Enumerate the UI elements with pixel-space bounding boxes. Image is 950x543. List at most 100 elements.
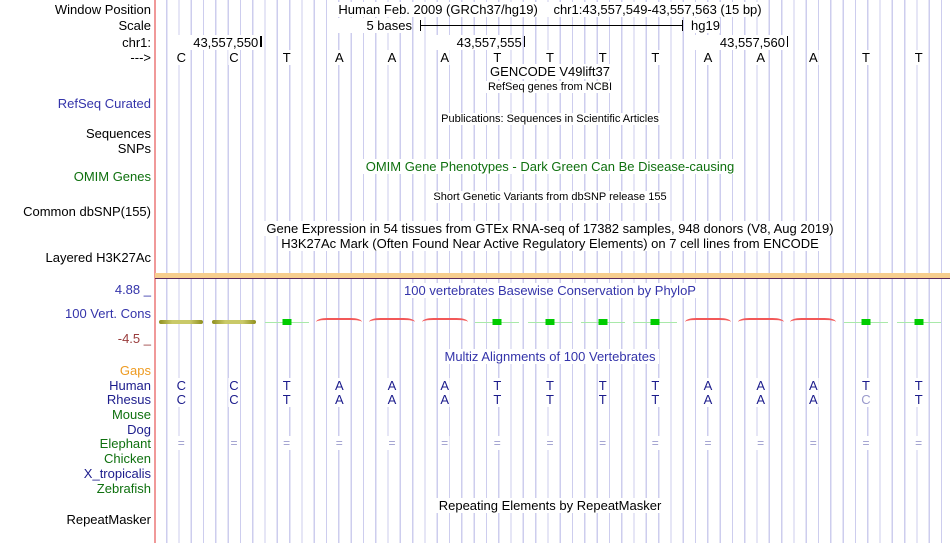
alignment-base: A [807,378,819,393]
cons-mark-green-square [598,319,608,325]
species-label-dog[interactable]: Dog [127,422,151,437]
species-label-x_tropicalis[interactable]: X_tropicalis [83,466,151,481]
alignment-base: T [492,378,503,393]
sequence-base: T [861,50,871,65]
sequence-base: T [597,50,608,65]
alignment-base: = [598,436,608,450]
cons-mark-green-square [545,319,555,325]
species-label-human[interactable]: Human [109,378,151,393]
cons-mark-green-square [861,319,871,325]
track-title-phylop[interactable]: 100 vertebrates Basewise Conservation by… [401,283,699,298]
alignment-base: A [755,378,767,393]
alignment-base: T [913,392,924,407]
alignment-base: A [386,378,398,393]
h3k27ac-signal-bar[interactable] [155,273,950,279]
sequence-base: A [807,50,819,65]
track-title-publications[interactable]: Publications: Sequences in Scientific Ar… [438,113,662,125]
alignment-base: T [597,378,608,393]
track-title-refseq[interactable]: RefSeq genes from NCBI [484,81,616,93]
alignment-base: A [333,378,345,393]
alignment-base: T [650,378,661,393]
alignment-base: T [545,378,555,393]
alignment-base: C [228,378,240,393]
sequence-base: T [281,50,292,65]
alignment-base: = [756,436,766,450]
track-title-gtex[interactable]: Gene Expression in 54 tissues from GTEx … [263,221,837,236]
sequence-base: A [702,50,714,65]
track-title-dbsnp[interactable]: Short Genetic Variants from dbSNP releas… [430,191,670,203]
species-label-gaps[interactable]: Gaps [119,363,151,378]
chrom-label: chr1: [122,35,151,50]
window-position-title: Human Feb. 2009 (GRCh37/hg19) chr1:43,55… [155,2,945,17]
alignment-base: T [281,392,292,407]
cons-mark-green-square [282,319,292,325]
sequence-base: A [333,50,345,65]
alignment-base: = [914,436,924,450]
species-label-zebrafish[interactable]: Zebrafish [96,481,151,496]
ruler-tick-mark [787,36,789,47]
label-refseq-curated[interactable]: RefSeq Curated [57,96,151,111]
scale-bar-right-tick [681,19,683,31]
track-title-h3k27ac[interactable]: H3K27Ac Mark (Often Found Near Active Re… [278,236,822,251]
alignment-base: C [228,392,240,407]
scale-bar-left-tick [420,19,422,31]
ruler-tick-label: 43,557,550 [168,35,259,50]
assembly-short-label: hg19 [691,18,720,33]
cons-mark-olive [212,320,256,324]
alignment-base: = [282,436,292,450]
cons-mark-red-arc [316,317,363,326]
alignment-base: A [702,392,714,407]
alignment-base: T [492,392,503,407]
position-range: chr1:43,557,549-43,557,563 (15 bp) [550,2,765,17]
alignment-base: = [703,436,713,450]
alignment-base: C [175,378,187,393]
assembly-title: Human Feb. 2009 (GRCh37/hg19) [335,2,541,17]
alignment-base: A [439,392,451,407]
label-layered-h3k27ac[interactable]: Layered H3K27Ac [45,250,151,265]
ruler-tick-mark [523,36,525,47]
alignment-base: C [860,392,872,407]
label-omim-genes[interactable]: OMIM Genes [73,169,151,184]
label-snps[interactable]: SNPs [117,141,151,156]
alignment-base: A [333,392,345,407]
alignment-base: T [913,378,924,393]
ruler-tick-mark [260,36,262,47]
species-label-rhesus[interactable]: Rhesus [106,392,151,407]
label-100-vert-cons[interactable]: 100 Vert. Cons [65,306,151,321]
sequence-base: T [492,50,503,65]
alignment-base: A [807,392,819,407]
scale-bar [420,24,683,26]
alignment-base: T [545,392,555,407]
alignment-base: A [702,378,714,393]
alignment-base: T [281,378,292,393]
ruler-tick-label: 43,557,560 [695,35,785,50]
window-position-label: Window Position [54,2,151,17]
label-repeatmasker[interactable]: RepeatMasker [66,512,151,527]
cons-mark-red-arc [369,317,415,326]
alignment-base: = [334,436,344,450]
track-title-omim[interactable]: OMIM Gene Phenotypes - Dark Green Can Be… [362,159,738,174]
alignment-base: T [650,392,661,407]
alignment-base: A [755,392,767,407]
species-label-elephant[interactable]: Elephant [99,436,151,451]
cons-mark-olive [159,320,204,324]
track-title-multiz[interactable]: Multiz Alignments of 100 Vertebrates [441,349,659,364]
cons-mark-red-arc [421,317,468,326]
scale-value: 5 bases [330,18,412,33]
strand-arrow-label[interactable]: ---> [130,50,151,65]
track-title-repeatmasker[interactable]: Repeating Elements by RepeatMasker [435,498,665,513]
sequence-base: C [175,50,187,65]
track-title-gencode[interactable]: GENCODE V49lift37 [487,64,613,79]
phylop-max-value: 4.88 _ [114,282,151,297]
sequence-base: A [755,50,767,65]
species-label-chicken[interactable]: Chicken [104,451,151,466]
scale-label: Scale [118,18,151,33]
ruler-tick-label: 43,557,555 [431,35,522,50]
label-sequences[interactable]: Sequences [85,126,151,141]
sequence-base: A [386,50,398,65]
species-label-mouse[interactable]: Mouse [111,407,151,422]
label-common-dbsnp[interactable]: Common dbSNP(155) [23,204,151,219]
cons-mark-red-arc [685,317,731,326]
sequence-base: A [439,50,451,65]
label-track-separator [154,0,156,543]
